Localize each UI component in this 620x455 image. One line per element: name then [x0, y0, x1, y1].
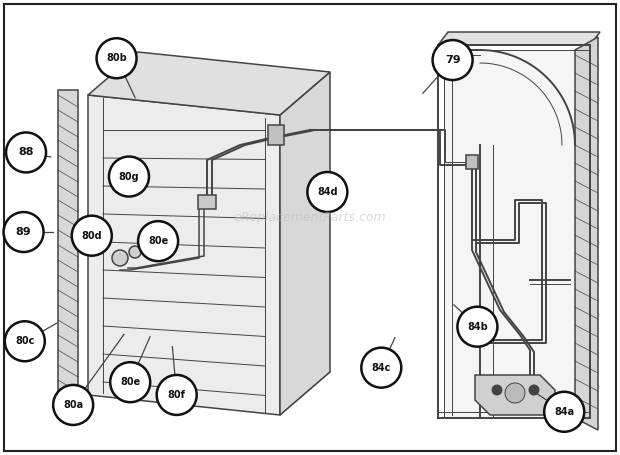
- Text: 79: 79: [445, 55, 461, 65]
- Circle shape: [433, 40, 472, 80]
- Circle shape: [53, 385, 93, 425]
- Circle shape: [109, 157, 149, 197]
- Circle shape: [129, 246, 141, 258]
- Circle shape: [308, 172, 347, 212]
- Text: 84d: 84d: [317, 187, 338, 197]
- Circle shape: [529, 385, 539, 395]
- Polygon shape: [88, 95, 280, 415]
- Text: 80f: 80f: [168, 390, 185, 400]
- Text: 80g: 80g: [118, 172, 140, 182]
- Circle shape: [505, 383, 525, 403]
- Text: 89: 89: [16, 227, 32, 237]
- Text: 80c: 80c: [15, 336, 35, 346]
- Circle shape: [5, 321, 45, 361]
- Text: 84c: 84c: [371, 363, 391, 373]
- Polygon shape: [88, 52, 330, 115]
- Bar: [198, 195, 216, 209]
- Polygon shape: [575, 37, 598, 430]
- Text: 80a: 80a: [63, 400, 83, 410]
- Circle shape: [112, 250, 128, 266]
- Text: 80d: 80d: [81, 231, 102, 241]
- Bar: [466, 155, 478, 169]
- Circle shape: [97, 38, 136, 78]
- Polygon shape: [58, 90, 78, 395]
- Text: 80e: 80e: [120, 377, 140, 387]
- Text: 80e: 80e: [148, 236, 168, 246]
- Circle shape: [110, 362, 150, 402]
- Text: eReplacementParts.com: eReplacementParts.com: [234, 212, 386, 224]
- Bar: [268, 125, 284, 145]
- Polygon shape: [444, 50, 575, 418]
- Polygon shape: [280, 72, 330, 415]
- Circle shape: [157, 375, 197, 415]
- Circle shape: [72, 216, 112, 256]
- Circle shape: [6, 132, 46, 172]
- Polygon shape: [475, 375, 555, 415]
- Text: 84b: 84b: [467, 322, 488, 332]
- Circle shape: [4, 212, 43, 252]
- Circle shape: [492, 385, 502, 395]
- Circle shape: [361, 348, 401, 388]
- Circle shape: [458, 307, 497, 347]
- Polygon shape: [438, 32, 600, 45]
- Circle shape: [544, 392, 584, 432]
- Text: 84a: 84a: [554, 407, 574, 417]
- Text: 88: 88: [19, 147, 34, 157]
- Circle shape: [138, 221, 178, 261]
- Text: 80b: 80b: [106, 53, 127, 63]
